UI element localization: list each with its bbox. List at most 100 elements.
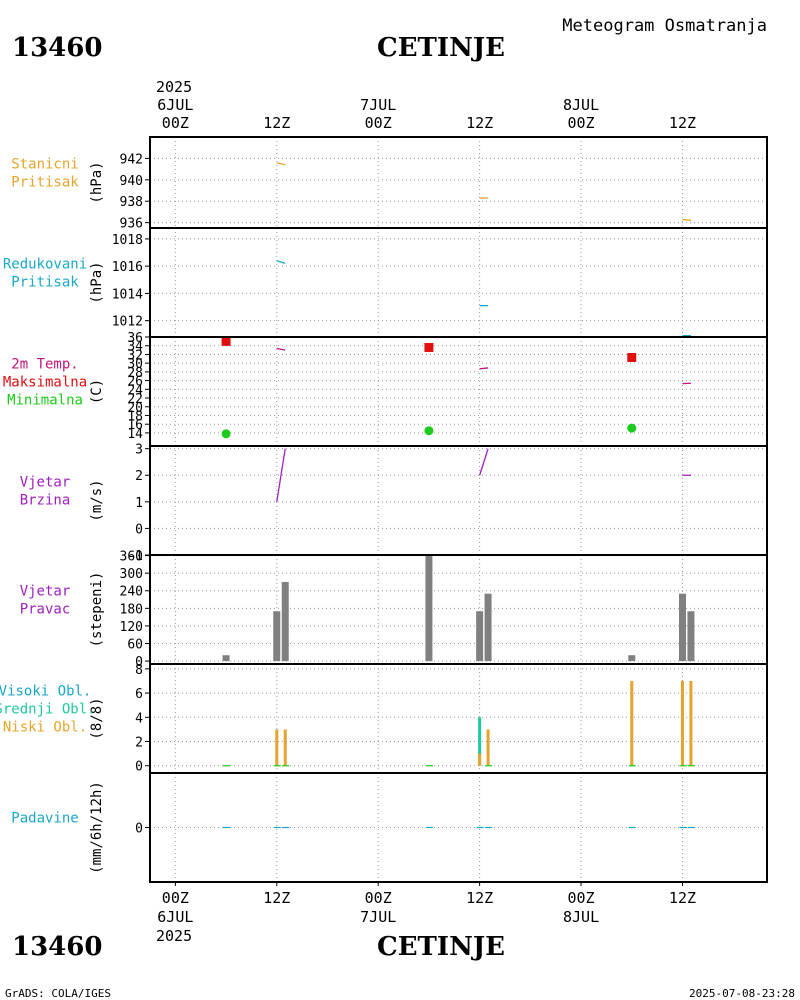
- top-year: 2025: [156, 78, 192, 96]
- temperature-ytick-label: 30: [127, 357, 143, 372]
- station-pressure-ytick-label: 936: [120, 217, 143, 232]
- temperature-line-segment: [276, 347, 286, 351]
- wind-direction-ytick-label: 120: [120, 620, 143, 635]
- wind-direction-panel: 0 60 120 180 240 300 360 (stepeni) Vjetar Pravac: [20, 550, 768, 670]
- wind-direction-ytick-label: 180: [120, 602, 143, 617]
- wind-speed-line-segment: [479, 448, 489, 476]
- wind-speed-frame: [149, 445, 768, 556]
- cloud-cover-panel: 0 2 4 6 8 (8/8)Visoki Obl. Srednji Obl. Niski O…: [0, 663, 768, 775]
- station-pressure-panel: 936 938 940 942 (hPa) Stanicni Pritisak: [11, 136, 768, 232]
- cloud-cover-title-line: Visoki Obl.: [0, 684, 91, 700]
- time-date-top: 8JUL: [563, 96, 599, 114]
- wind-speed-ytick-label: -1: [127, 549, 143, 564]
- wind-direction-bar: [222, 655, 230, 662]
- temperature-ytick-label: 20: [127, 401, 143, 416]
- station-pressure-frame: [149, 136, 768, 229]
- station-id-top: 13460: [12, 33, 102, 63]
- temperature-ytick-label: 18: [127, 409, 143, 424]
- cloud-cover-bar: [630, 680, 634, 766]
- station-pressure-ytick-label: 940: [120, 174, 143, 189]
- temperature-ytick-label: 34: [127, 340, 143, 355]
- wind-direction-bar: [687, 611, 695, 662]
- temperature-frame: [149, 336, 768, 447]
- cloud-cover-title-line: Niski Obl.: [3, 720, 87, 736]
- temperature-max-marker: [424, 342, 434, 352]
- station-name-top: CETINJE: [377, 33, 505, 63]
- time-tick-bottom: 12Z: [669, 889, 696, 907]
- time-tick-bottom: 00Z: [365, 889, 392, 907]
- temperature-min-marker: [221, 429, 231, 439]
- cloud-cover-bar: [275, 729, 279, 766]
- cloud-cover-ytick-label: 6: [135, 687, 143, 702]
- wind-speed-title-line: Brzina: [20, 493, 71, 509]
- temperature-max-marker: [627, 352, 637, 362]
- station-id-bottom: 13460: [12, 932, 102, 962]
- cloud-cover-ytick-label: 2: [135, 736, 143, 751]
- temperature-min-marker: [424, 426, 434, 436]
- time-date-top: 7JUL: [360, 96, 396, 114]
- wind-direction-bar: [273, 611, 281, 662]
- wind-direction-bar: [476, 611, 484, 662]
- temperature-ytick-label: 16: [127, 418, 143, 433]
- cloud-cover-bar: [486, 729, 490, 766]
- temperature-ytick-label: 28: [127, 366, 143, 381]
- cloud-cover-bar: [283, 729, 287, 766]
- time-tick-top: 00Z: [365, 114, 392, 132]
- temperature-ytick-label: 32: [127, 348, 143, 363]
- temperature-ylabel: (C): [89, 379, 105, 404]
- temperature-title-line: Maksimalna: [3, 375, 87, 391]
- wind-direction-bar: [425, 555, 433, 662]
- reduced-pressure-line-segment: [276, 260, 286, 265]
- cloud-cover-bar: [478, 753, 482, 766]
- reduced-pressure-ytick-label: 1014: [112, 287, 143, 302]
- time-tick-top: 12Z: [263, 114, 290, 132]
- station-pressure-line-segment: [276, 162, 286, 166]
- cloud-cover-ytick-label: 0: [135, 760, 143, 775]
- reduced-pressure-title-line: Pritisak: [11, 275, 79, 291]
- time-tick-top: 12Z: [466, 114, 493, 132]
- temperature-ytick-label: 24: [127, 383, 143, 398]
- wind-speed-ytick-label: 0: [135, 522, 143, 537]
- time-date-bottom: 7JUL: [360, 908, 396, 926]
- wind-direction-ytick-label: 240: [120, 585, 143, 600]
- time-tick-bottom: 00Z: [568, 889, 595, 907]
- time-date-bottom: 6JUL: [157, 908, 193, 926]
- cloud-cover-bar: [689, 680, 693, 766]
- cloud-cover-ytick-label: 4: [135, 711, 143, 726]
- cloud-cover-ytick-label: 8: [135, 663, 143, 678]
- wind-direction-ytick-label: 0: [135, 655, 143, 670]
- wind-direction-title-line: Vjetar: [20, 584, 71, 600]
- time-date-top: 6JUL: [157, 96, 193, 114]
- temperature-ytick-label: 26: [127, 375, 143, 390]
- wind-direction-title-line: Pravac: [20, 602, 71, 618]
- station-pressure-title-line: Pritisak: [11, 175, 79, 191]
- wind-speed-ytick-label: 2: [135, 469, 143, 484]
- station-pressure-ylabel: (hPa): [89, 161, 105, 203]
- temperature-title-line: Minimalna: [7, 393, 83, 409]
- reduced-pressure-ytick-label: 1016: [112, 260, 143, 275]
- credits: GrADS: COLA/IGES: [5, 987, 111, 1000]
- wind-direction-bar: [628, 655, 636, 662]
- temperature-ytick-label: 36: [127, 331, 143, 346]
- precipitation-frame: [149, 772, 768, 883]
- reduced-pressure-ylabel: (hPa): [89, 261, 105, 303]
- reduced-pressure-ytick-label: 1012: [112, 315, 143, 330]
- wind-speed-panel: -1 0 1 2 3 (m/s) Vjetar Brzina: [20, 443, 768, 564]
- wind-direction-ytick-label: 360: [120, 550, 143, 565]
- precipitation-ytick-label: 0: [135, 822, 143, 837]
- temperature-title-line: 2m Temp.: [11, 357, 78, 373]
- reduced-pressure-panel: 1012 1014 1016 1018 (hPa)Redukovani Pritisak: [3, 227, 768, 338]
- render-timestamp: 2025-07-08-23:28: [689, 987, 795, 1000]
- temperature-ytick-label: 14: [127, 427, 143, 442]
- time-axis: 00Z00Z6JUL6JUL12Z12Z00Z00Z7JUL7JUL12Z12Z…: [157, 96, 696, 926]
- bottom-year: 2025: [156, 927, 192, 945]
- time-tick-bottom: 00Z: [162, 889, 189, 907]
- cloud-cover-bar: [680, 680, 684, 766]
- time-tick-top: 12Z: [669, 114, 696, 132]
- station-name-bottom: CETINJE: [377, 932, 505, 962]
- time-tick-top: 00Z: [162, 114, 189, 132]
- cloud-cover-ylabel: (8/8): [89, 697, 105, 739]
